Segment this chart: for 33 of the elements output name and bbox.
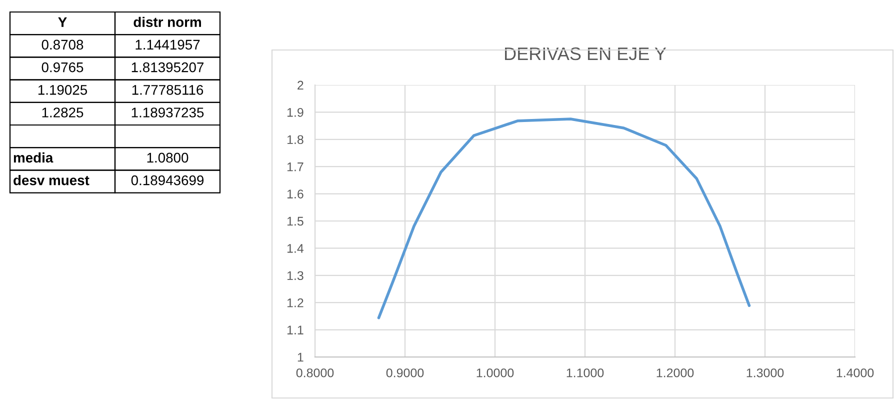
y-tick-label: 1.3 — [287, 271, 304, 280]
text: 0.18943699 — [131, 175, 204, 186]
y-tick-label: 1.9 — [287, 108, 304, 117]
y-tick-label: 1.5 — [287, 216, 304, 226]
text: media — [14, 152, 54, 163]
text: 1.19025 — [38, 84, 88, 95]
x-tick-label: 1.4000 — [836, 368, 874, 378]
y-tick-label: 1.2 — [287, 298, 304, 308]
x-tick-label: 1.0000 — [476, 368, 514, 378]
y-tick-label: 1 — [298, 352, 304, 362]
text: 1.1441957 — [136, 40, 200, 50]
text: 1.77785116 — [132, 84, 204, 95]
x-tick-label: 1.2000 — [656, 368, 694, 378]
x-tick-label: 1.1000 — [566, 368, 604, 378]
x-tick-label: 1.3000 — [746, 368, 784, 378]
text: 0.9765 — [42, 62, 84, 72]
y-tick-label: 1.4 — [287, 244, 304, 253]
text: distr norm — [134, 16, 201, 28]
y-tick-label: 1.7 — [287, 162, 304, 172]
text: desv muest — [14, 175, 90, 186]
y-tick-label: 1.1 — [287, 326, 304, 334]
line-series — [377, 118, 751, 320]
text: 1.18937235 — [132, 108, 204, 118]
y-tick-label: 1.6 — [287, 190, 304, 198]
text: Y — [58, 17, 67, 27]
y-tick-label: 2 — [298, 80, 304, 90]
text: 1.2825 — [42, 108, 84, 118]
text: 1.81395207 — [132, 62, 204, 72]
x-tick-label: 0.8000 — [296, 368, 334, 378]
y-tick-label: 1.8 — [287, 135, 304, 144]
text: 0.8708 — [42, 40, 84, 50]
text: 1.0800 — [147, 152, 188, 163]
x-tick-label: 0.9000 — [386, 368, 424, 378]
